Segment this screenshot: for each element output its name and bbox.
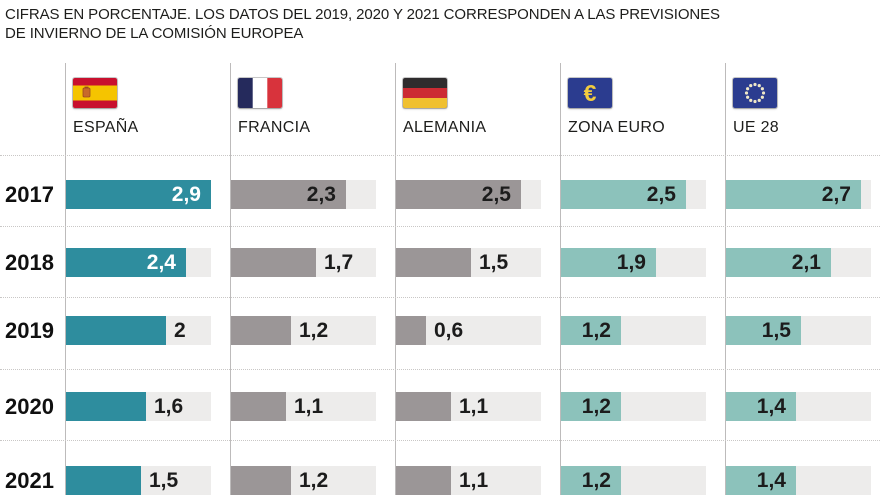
value-bar bbox=[561, 316, 621, 345]
value-label: 1,2 bbox=[581, 319, 611, 342]
value-bar bbox=[66, 466, 141, 495]
value-bar bbox=[66, 180, 211, 209]
spain-flag-icon bbox=[73, 78, 117, 108]
value-bar bbox=[66, 316, 166, 345]
value-label: 1,5 bbox=[149, 469, 179, 492]
row-separator bbox=[0, 369, 880, 370]
value-label: 1,2 bbox=[299, 319, 329, 342]
value-label: 1,2 bbox=[581, 395, 611, 418]
column-divider bbox=[560, 63, 561, 495]
row-separator bbox=[0, 297, 880, 298]
year-label: 2019 bbox=[5, 318, 54, 343]
euro-flag-icon: € bbox=[568, 78, 612, 108]
value-bar bbox=[66, 248, 186, 277]
value-bar bbox=[726, 316, 801, 345]
value-label: 2,1 bbox=[791, 251, 821, 274]
column-label-alemania: ALEMANIA bbox=[403, 119, 487, 136]
value-label: 2,4 bbox=[146, 251, 176, 274]
column-label-francia: FRANCIA bbox=[238, 119, 311, 136]
value-bar bbox=[396, 248, 471, 277]
year-label: 2021 bbox=[5, 468, 54, 493]
value-bar bbox=[726, 180, 861, 209]
year-label: 2018 bbox=[5, 250, 54, 275]
value-label: 2,5 bbox=[481, 183, 511, 206]
value-label: 1,6 bbox=[154, 395, 184, 418]
value-label: 1,2 bbox=[581, 469, 611, 492]
value-label: 1,7 bbox=[324, 251, 354, 274]
value-bar bbox=[66, 392, 146, 421]
eu-flag-icon bbox=[733, 78, 777, 108]
value-bar bbox=[231, 248, 316, 277]
year-label: 2017 bbox=[5, 182, 54, 207]
value-bar bbox=[231, 392, 286, 421]
value-bar bbox=[726, 248, 831, 277]
value-bar bbox=[396, 316, 426, 345]
row-separator bbox=[0, 226, 880, 227]
value-label: 2,9 bbox=[171, 183, 201, 206]
note-line-2: DE INVIERNO DE LA COMISIÓN EUROPEA bbox=[5, 25, 304, 42]
value-bar bbox=[561, 180, 686, 209]
value-label: 1,5 bbox=[479, 251, 509, 274]
svg-text:€: € bbox=[584, 80, 597, 106]
year-label: 2020 bbox=[5, 394, 54, 419]
value-label: 1,1 bbox=[459, 469, 489, 492]
value-bar bbox=[726, 466, 796, 495]
note-line-1: CIFRAS EN PORCENTAJE. LOS DATOS DEL 2019… bbox=[5, 6, 720, 23]
value-bar bbox=[561, 248, 656, 277]
value-bar bbox=[726, 392, 796, 421]
column-label-ue28: UE 28 bbox=[733, 119, 779, 136]
value-bar bbox=[231, 316, 291, 345]
value-label: 2 bbox=[174, 319, 186, 342]
germany-flag-icon bbox=[403, 78, 447, 108]
column-divider bbox=[65, 63, 66, 495]
value-bar bbox=[561, 466, 621, 495]
value-label: 2,5 bbox=[646, 183, 676, 206]
value-label: 2,7 bbox=[821, 183, 851, 206]
row-separator bbox=[0, 440, 880, 441]
value-label: 1,1 bbox=[459, 395, 489, 418]
value-bar bbox=[396, 466, 451, 495]
value-label: 0,6 bbox=[434, 319, 464, 342]
column-divider bbox=[395, 63, 396, 495]
column-divider bbox=[230, 63, 231, 495]
value-label: 1,1 bbox=[294, 395, 324, 418]
column-label-zona-euro: ZONA EURO bbox=[568, 119, 665, 136]
column-divider bbox=[725, 63, 726, 495]
value-bar bbox=[231, 466, 291, 495]
value-bar bbox=[231, 180, 346, 209]
row-separator bbox=[0, 155, 880, 156]
value-label: 1,9 bbox=[616, 251, 646, 274]
value-bar bbox=[396, 392, 451, 421]
france-flag-icon bbox=[238, 78, 282, 108]
value-label: 1,5 bbox=[761, 319, 791, 342]
value-label: 1,2 bbox=[299, 469, 329, 492]
chart-note: CIFRAS EN PORCENTAJE. LOS DATOS DEL 2019… bbox=[5, 5, 720, 43]
column-label-espana: ESPAÑA bbox=[73, 119, 139, 136]
value-bar bbox=[396, 180, 521, 209]
value-label: 2,3 bbox=[306, 183, 336, 206]
value-label: 1,4 bbox=[756, 469, 786, 492]
value-bar bbox=[561, 392, 621, 421]
value-label: 1,4 bbox=[756, 395, 786, 418]
